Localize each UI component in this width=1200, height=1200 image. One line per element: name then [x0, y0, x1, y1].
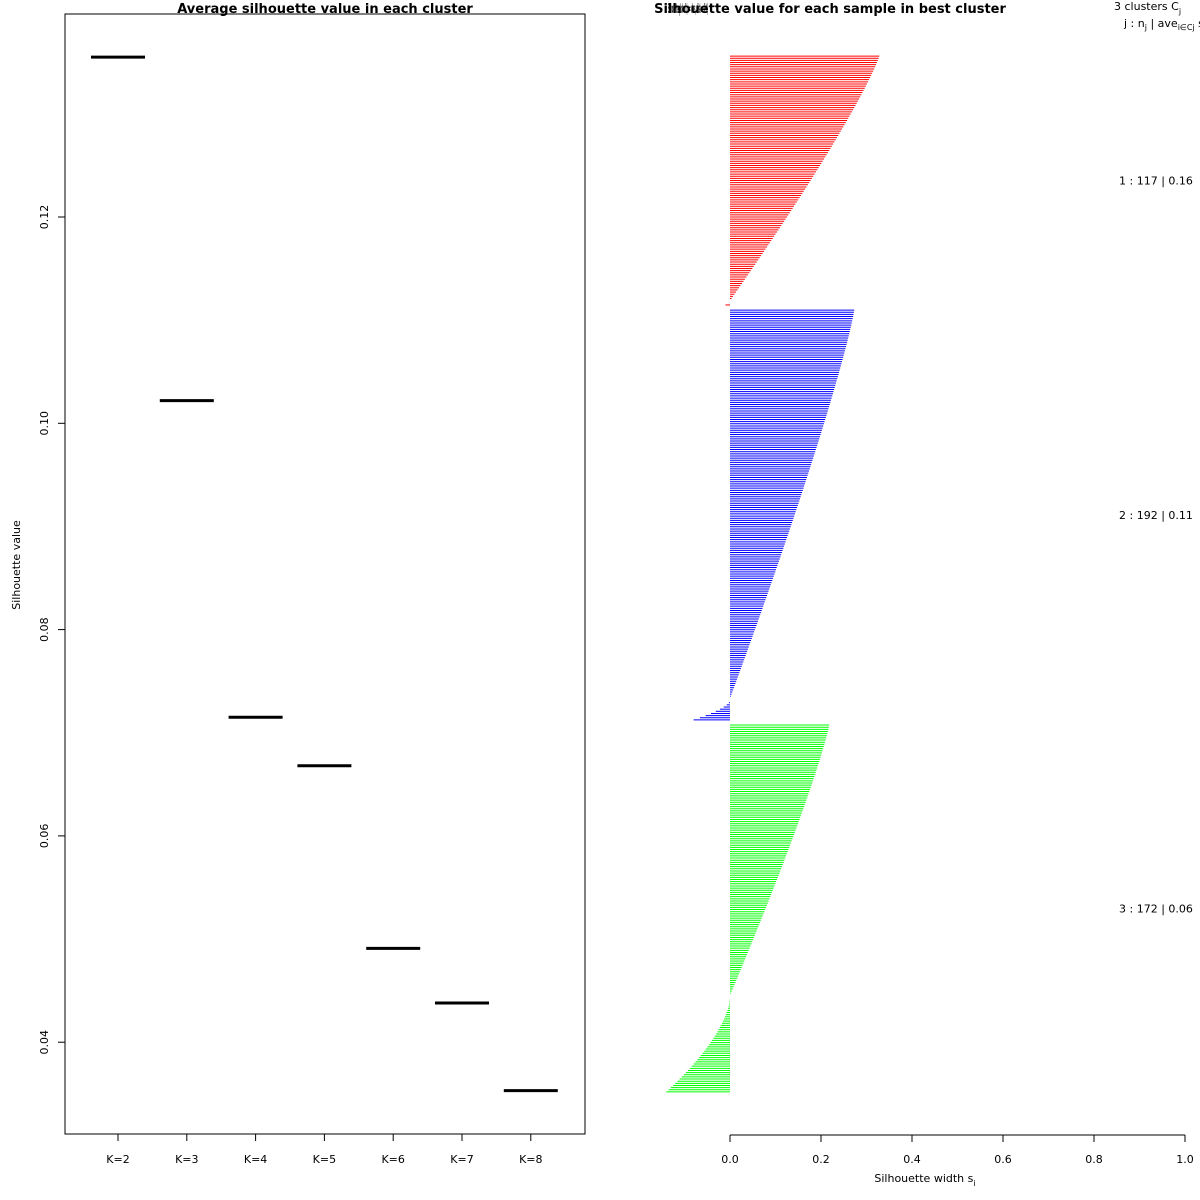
header-s-text: s	[1195, 17, 1200, 30]
left-y-tick-label: 0.04	[38, 1030, 51, 1055]
silhouette-bars	[666, 55, 880, 1093]
cluster-header-line1: 3 clusters Cj	[1114, 0, 1181, 16]
cluster-header-line2: j : nj | avei∈Cj si	[1123, 17, 1200, 32]
right-x-tick-label: 0.4	[903, 1153, 921, 1166]
cluster-labels: 1 : 117 | 0.16 2 : 192 | 0.11 3 : 172 | 0.…	[1119, 175, 1193, 916]
right-x-tick-label: 0.0	[721, 1153, 739, 1166]
header-ave-sub: i∈Cj	[1178, 23, 1195, 32]
cluster-2-label: 2 : 192 | 0.11	[1119, 509, 1193, 522]
right-x-tick-label: 1.0	[1176, 1153, 1194, 1166]
right-chart-overlay-title: Silhouette plot of (x = clus, dist = dis…	[668, 2, 708, 17]
right-x-label-sub: i	[973, 1179, 975, 1188]
header-ave-text: | ave	[1147, 17, 1178, 30]
left-plot-frame	[64, 13, 586, 1135]
right-x-tick-label: 0.6	[994, 1153, 1012, 1166]
right-chart: Silhouette plot of (x = clus, dist = dis…	[654, 0, 1200, 1188]
left-y-tick-label: 0.06	[38, 824, 51, 849]
header-clusters-text: 3 clusters C	[1114, 0, 1179, 13]
right-x-label-text: Silhouette width s	[874, 1172, 973, 1185]
right-x-axis-label: Silhouette width si	[874, 1172, 975, 1188]
left-x-tick-label: K=4	[244, 1153, 267, 1166]
cluster-1-label: 1 : 117 | 0.16	[1119, 175, 1193, 188]
left-chart: Average silhouette value in each cluster…	[10, 2, 586, 1166]
left-data-marks	[91, 55, 558, 1093]
cluster-3-bars	[666, 724, 830, 1093]
left-x-tick-label: K=3	[175, 1153, 198, 1166]
left-x-tick-label: K=8	[519, 1153, 542, 1166]
left-x-tick-label: K=6	[381, 1153, 404, 1166]
left-y-tick-label: 0.12	[38, 205, 51, 230]
left-y-tick-label: 0.10	[38, 411, 51, 436]
left-y-axis-label: Silhouette value	[10, 520, 23, 610]
right-x-tick-label: 0.2	[812, 1153, 830, 1166]
left-y-axis: 0.04 0.06 0.08 0.10 0.12	[38, 205, 66, 1055]
cluster-3-label: 3 : 172 | 0.06	[1119, 903, 1193, 916]
left-y-tick-label: 0.08	[38, 617, 51, 642]
left-x-tick-label: K=2	[106, 1153, 129, 1166]
right-x-axis: 0.0 0.2 0.4 0.6 0.8 1.0	[721, 1134, 1194, 1166]
right-x-tick-label: 0.8	[1085, 1153, 1103, 1166]
cluster-2-bars	[693, 309, 855, 721]
left-x-tick-label: K=5	[313, 1153, 336, 1166]
header-n-sub: j	[1144, 23, 1147, 32]
header-clusters-sub: j	[1178, 7, 1181, 16]
header-n-text: j : n	[1123, 17, 1145, 30]
cluster-1-bars	[725, 55, 880, 306]
left-x-axis: K=2 K=3 K=4 K=5 K=6 K=7 K=8	[106, 1133, 543, 1166]
left-x-tick-label: K=7	[450, 1153, 473, 1166]
left-chart-title: Average silhouette value in each cluster	[177, 2, 473, 17]
right-chart-title: Silhouette value for each sample in best…	[654, 2, 1006, 17]
